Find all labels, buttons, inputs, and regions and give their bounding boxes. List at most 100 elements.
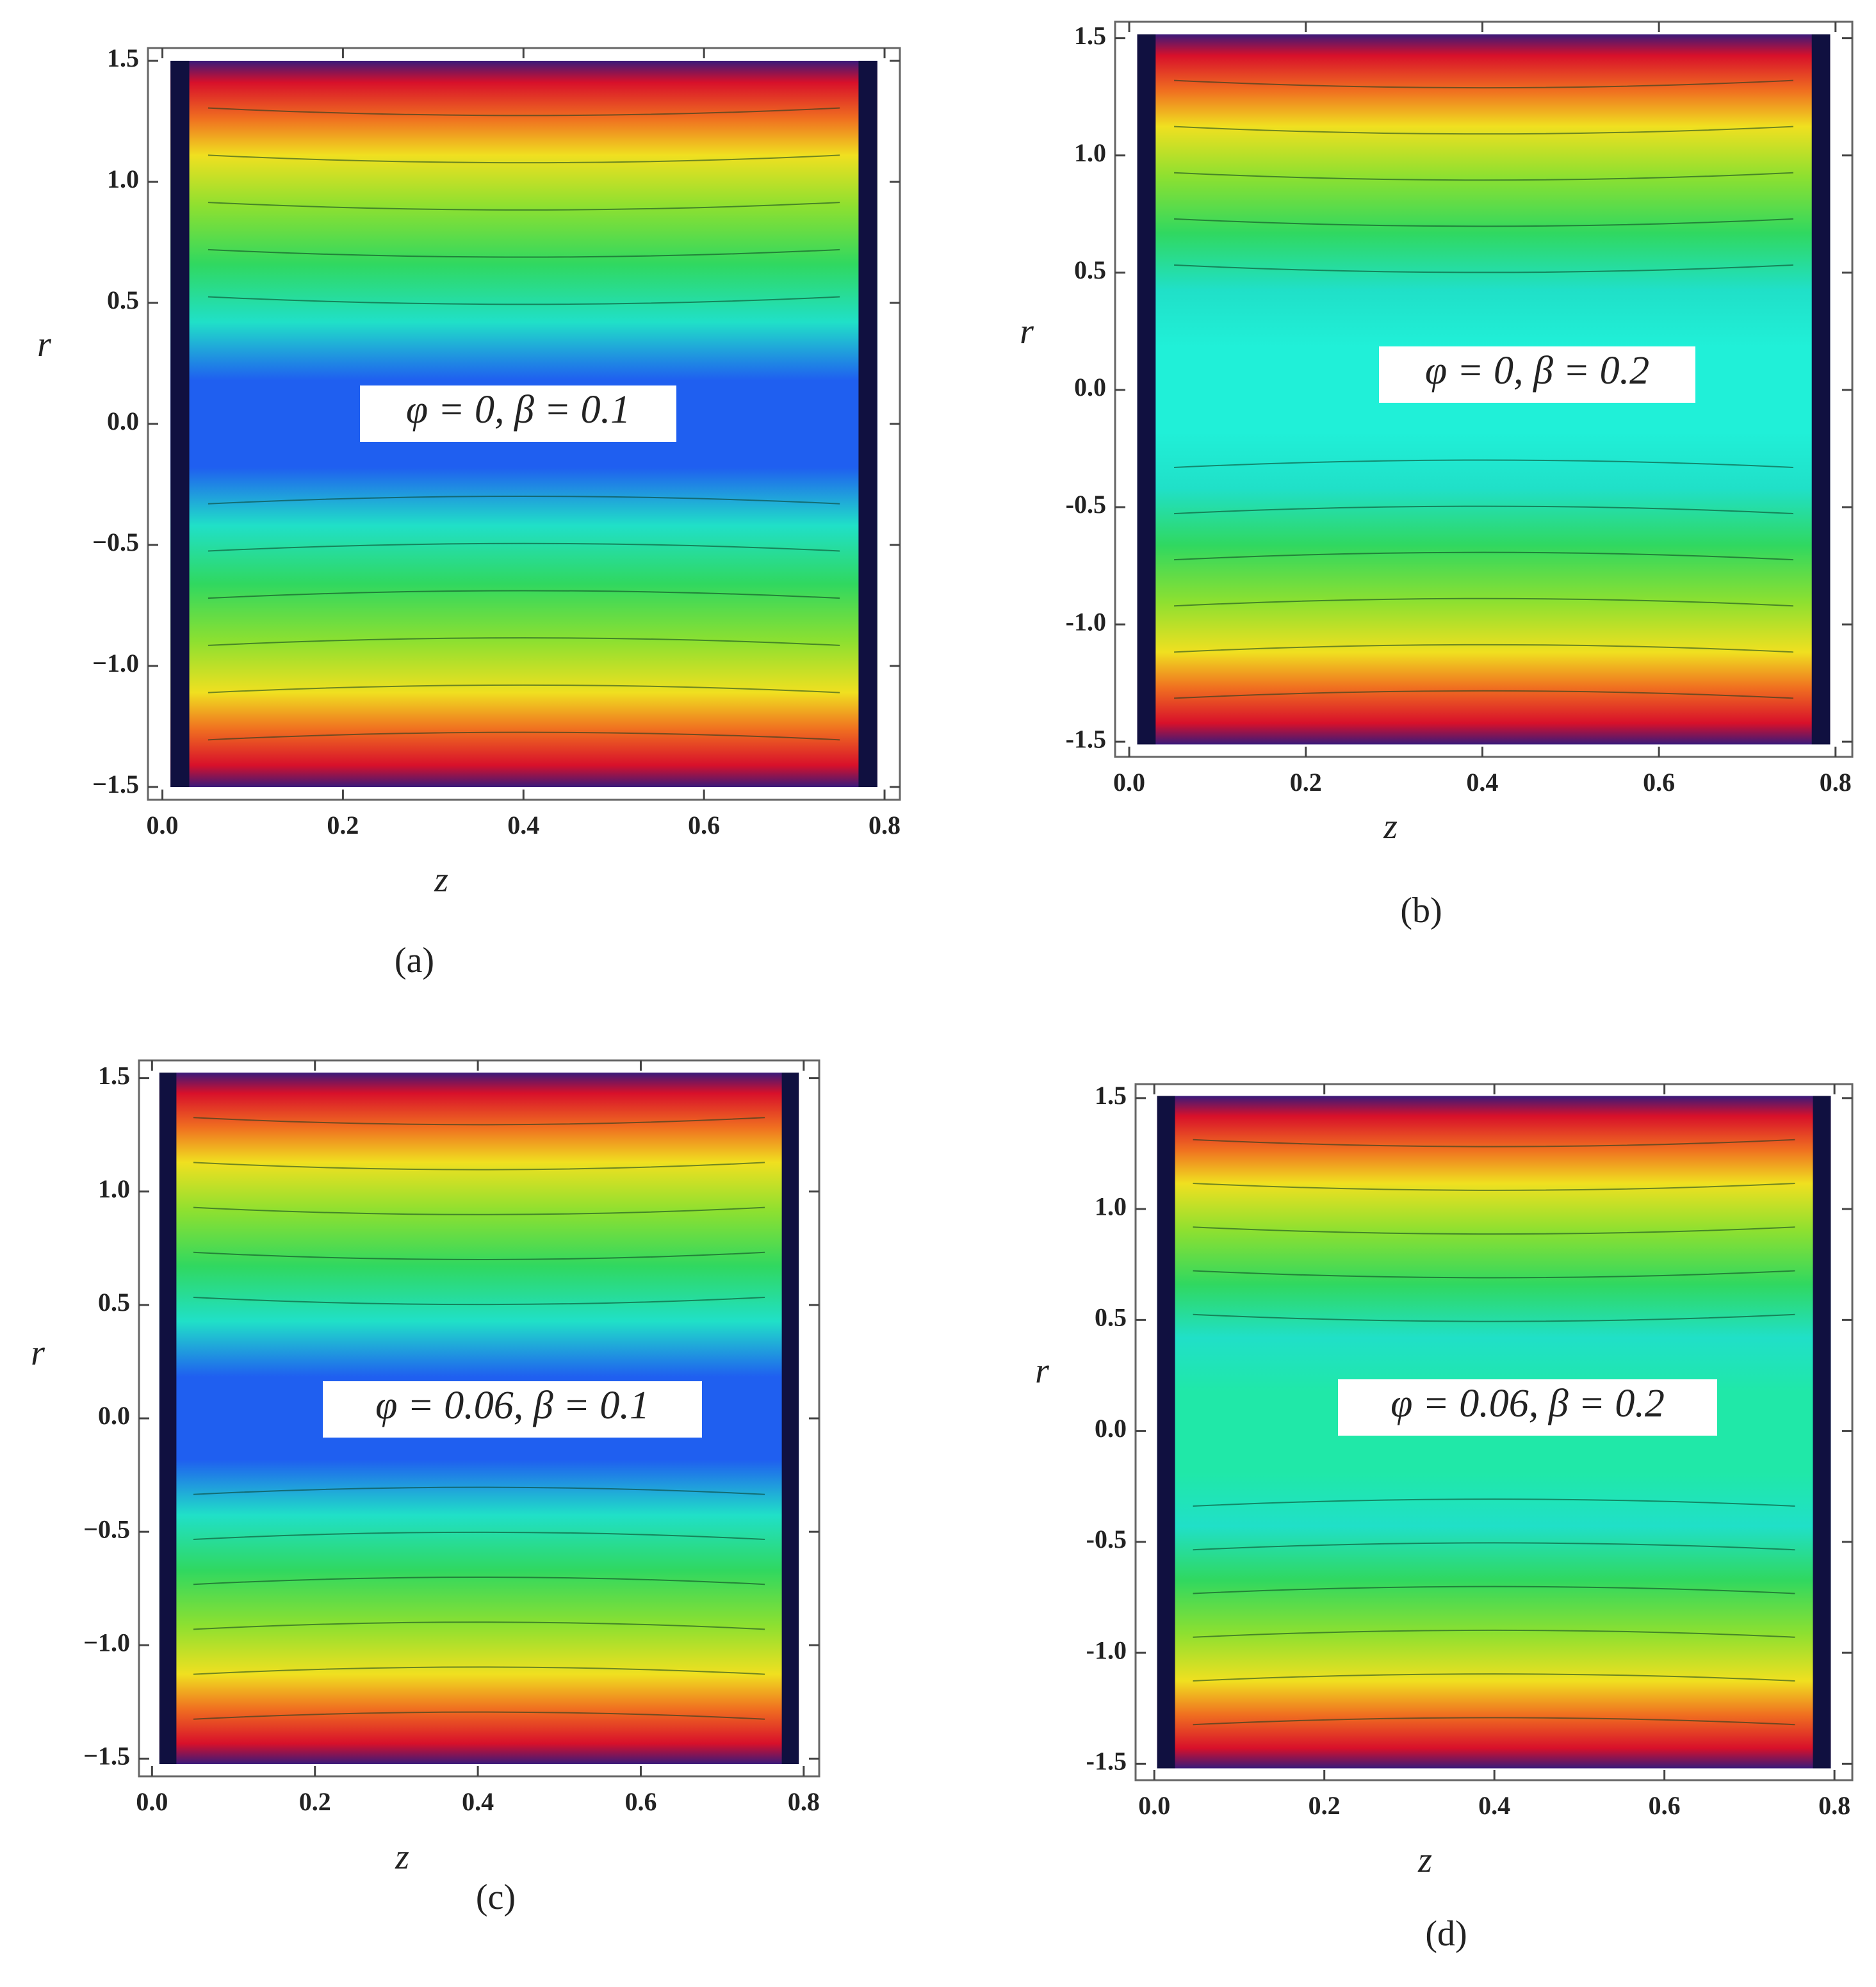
- annotation-box: [1379, 346, 1695, 403]
- panel: 0.0 0.2 0.4 0.6 0.8 −1.5 −1.0 −0.5 0.0 0.5 1.0 1.5 φ…: [31, 1059, 820, 1917]
- x-tick-label: 0.8: [1820, 768, 1852, 797]
- contour-line: [208, 248, 840, 258]
- x-tick-label: 0.6: [688, 811, 720, 839]
- contour-line: [1193, 1313, 1795, 1322]
- contour-line: [1174, 218, 1793, 227]
- y-tick-label: 1.5: [107, 44, 139, 72]
- contour-line: [1193, 1498, 1795, 1507]
- panel: 0.0 0.2 0.4 0.6 0.8 -1.5 -1.0 -0.5 0.0 0.5 1.0 1.5 φ…: [1020, 20, 1854, 930]
- x-tick-label: 0.0: [147, 811, 179, 839]
- y-tick-label: 0.5: [1074, 255, 1106, 284]
- y-tick-label: −1.0: [83, 1628, 130, 1657]
- y-tick-label: −1.5: [92, 770, 139, 799]
- y-tick-label: 0.0: [1074, 373, 1106, 401]
- y-tick-label: −0.5: [83, 1514, 130, 1543]
- contour-line: [1193, 1139, 1795, 1148]
- wall-left: [1157, 1096, 1175, 1769]
- x-tick-label: 0.8: [869, 811, 901, 839]
- contour-line: [193, 1206, 765, 1215]
- contour-line: [193, 1531, 765, 1540]
- x-tick-label: 0.4: [507, 811, 539, 839]
- y-axis-label: r: [1020, 312, 1034, 352]
- wall-left: [170, 60, 190, 788]
- x-axis-label: z: [434, 860, 448, 900]
- wall-right: [858, 60, 877, 788]
- y-tick-label: 0.5: [1095, 1303, 1127, 1332]
- panel: 0.0 0.2 0.4 0.6 0.8 -1.5 -1.0 -0.5 0.0 0.5 1.0 1.5 φ…: [1035, 1081, 1854, 1954]
- y-tick-label: -1.0: [1086, 1635, 1127, 1664]
- contour-line: [1174, 459, 1793, 468]
- y-tick-label: 0.0: [98, 1401, 130, 1430]
- y-tick-label: 1.5: [1074, 21, 1106, 50]
- caption: (a): [395, 941, 434, 980]
- y-tick-label: 0.5: [98, 1288, 130, 1317]
- wall-left: [159, 1073, 177, 1764]
- x-tick-label: 0.2: [1309, 1791, 1341, 1820]
- y-axis-label: r: [31, 1333, 45, 1373]
- contour-line: [208, 296, 840, 305]
- y-tick-label: 1.5: [98, 1061, 130, 1090]
- y-tick-label: -0.5: [1066, 490, 1106, 519]
- contour-line: [1174, 79, 1793, 89]
- wall-right: [781, 1073, 799, 1764]
- y-tick-label: −1.0: [92, 649, 139, 677]
- y-tick-label: 1.0: [1095, 1192, 1127, 1221]
- annotation: φ = 0.06, β = 0.1: [375, 1384, 649, 1427]
- contour-line: [1174, 264, 1793, 273]
- contour-line: [1174, 597, 1793, 607]
- x-tick-label: 0.2: [299, 1787, 331, 1816]
- x-tick-label: 0.6: [624, 1787, 657, 1816]
- contour-line: [208, 684, 840, 693]
- wall-right: [1811, 34, 1831, 745]
- annotation: φ = 0, β = 0.2: [1425, 349, 1649, 393]
- contour-line: [193, 1577, 765, 1586]
- contour-line: [208, 590, 840, 599]
- contour-line: [1193, 1270, 1795, 1279]
- contour-line: [1174, 505, 1793, 515]
- y-tick-label: 0.0: [107, 407, 139, 435]
- contour-line: [193, 1251, 765, 1260]
- y-tick-label: 0.5: [107, 286, 139, 314]
- y-tick-label: 1.0: [98, 1174, 130, 1203]
- caption: (b): [1400, 891, 1442, 930]
- x-tick-label: 0.8: [788, 1787, 820, 1816]
- contour-line: [193, 1621, 765, 1630]
- contour-line: [208, 731, 840, 741]
- contour-line: [208, 637, 840, 646]
- contour-line: [208, 202, 840, 211]
- contour-line: [193, 1666, 765, 1675]
- annotation-box: [1338, 1379, 1717, 1436]
- y-axis-label: r: [1035, 1351, 1049, 1391]
- contour-line: [193, 1162, 765, 1171]
- contour-line: [1193, 1717, 1795, 1726]
- wall-right: [1813, 1096, 1831, 1769]
- x-tick-label: 0.2: [1290, 768, 1322, 797]
- y-tick-label: 1.0: [1074, 138, 1106, 167]
- annotation-box: [323, 1381, 702, 1438]
- contour-line: [208, 542, 840, 552]
- x-tick-label: 0.2: [327, 811, 359, 839]
- contour-line: [1174, 126, 1793, 135]
- y-axis-label: r: [37, 325, 51, 364]
- x-tick-label: 0.8: [1818, 1791, 1850, 1820]
- x-tick-label: 0.0: [1138, 1791, 1170, 1820]
- x-tick-label: 0.0: [136, 1787, 168, 1816]
- contour-line: [1193, 1586, 1795, 1594]
- contour-line: [1174, 551, 1793, 561]
- contour-line: [193, 1117, 765, 1126]
- x-tick-label: 0.4: [462, 1787, 494, 1816]
- contour-line: [1174, 644, 1793, 653]
- x-axis-label: z: [1383, 807, 1398, 847]
- wall-left: [1137, 34, 1156, 745]
- contour-line: [1193, 1673, 1795, 1682]
- x-tick-label: 0.0: [1113, 768, 1145, 797]
- contour-line: [1174, 690, 1793, 699]
- y-tick-label: 1.0: [107, 165, 139, 193]
- annotation: φ = 0.06, β = 0.2: [1391, 1382, 1665, 1425]
- contour-line: [1193, 1182, 1795, 1191]
- contour-line: [208, 154, 840, 164]
- x-tick-label: 0.6: [1649, 1791, 1681, 1820]
- annotation-box: [360, 385, 676, 442]
- y-tick-label: −0.5: [92, 528, 139, 556]
